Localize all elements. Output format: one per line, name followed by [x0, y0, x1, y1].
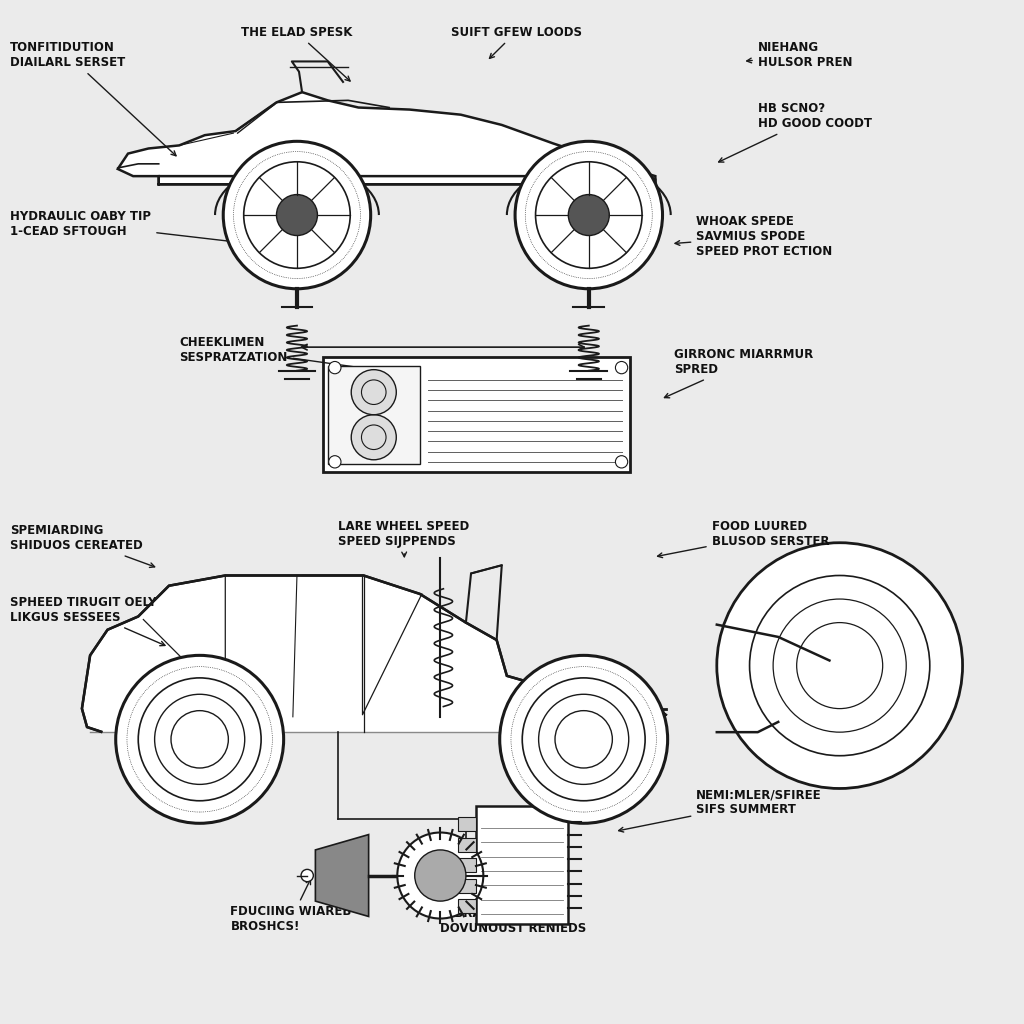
- Circle shape: [116, 655, 284, 823]
- Circle shape: [397, 833, 483, 919]
- Circle shape: [500, 655, 668, 823]
- Bar: [458, 899, 476, 913]
- Text: TONFITIDUTION
DIAILARL SERSET: TONFITIDUTION DIAILARL SERSET: [10, 41, 176, 156]
- Text: NEMI:MLER/SFIREE
SIFS SUMMERT: NEMI:MLER/SFIREE SIFS SUMMERT: [618, 788, 822, 833]
- Bar: [328, 366, 420, 464]
- Polygon shape: [315, 835, 369, 916]
- Text: SPEMIARDING
SHIDUOS CEREATED: SPEMIARDING SHIDUOS CEREATED: [10, 524, 155, 567]
- Bar: [458, 858, 476, 872]
- Polygon shape: [82, 575, 666, 732]
- Text: FOOD LUURED
BLUSOD SERSTER: FOOD LUURED BLUSOD SERSTER: [657, 520, 829, 558]
- Text: CHEEKLIMEN
SESPRATZATION: CHEEKLIMEN SESPRATZATION: [179, 336, 385, 373]
- FancyBboxPatch shape: [323, 357, 630, 472]
- Polygon shape: [118, 92, 655, 184]
- Bar: [458, 838, 476, 852]
- Circle shape: [415, 850, 466, 901]
- Circle shape: [351, 415, 396, 460]
- Bar: [458, 817, 476, 831]
- Text: SUIFT GFEW LOODS: SUIFT GFEW LOODS: [451, 26, 582, 58]
- Bar: [476, 807, 568, 924]
- Text: HIBRAILIC UNIT
DOVUNOUST RENIEDS: HIBRAILIC UNIT DOVUNOUST RENIEDS: [440, 877, 587, 935]
- Bar: [458, 879, 476, 893]
- Text: HB SCNO?
HD GOOD COODT: HB SCNO? HD GOOD COODT: [719, 102, 871, 162]
- Text: HYDRAULIC OABY TIP
1-CEAD SFTOUGH: HYDRAULIC OABY TIP 1-CEAD SFTOUGH: [10, 210, 247, 245]
- Circle shape: [351, 370, 396, 415]
- Circle shape: [329, 456, 341, 468]
- Circle shape: [717, 543, 963, 788]
- Circle shape: [615, 361, 628, 374]
- Text: WHOAK SPEDE
SAVMIUS SPODE
SPEED PROT ECTION: WHOAK SPEDE SAVMIUS SPODE SPEED PROT ECT…: [675, 215, 833, 258]
- Polygon shape: [159, 176, 655, 184]
- Circle shape: [515, 141, 663, 289]
- Text: THE ELAD SPESK: THE ELAD SPESK: [241, 26, 352, 81]
- Circle shape: [615, 456, 628, 468]
- Text: NIEHANG
HULSOR PREN: NIEHANG HULSOR PREN: [746, 41, 852, 69]
- Text: LARE WHEEL SPEED
SPEED SIJPPENDS: LARE WHEEL SPEED SPEED SIJPPENDS: [338, 520, 469, 557]
- Text: GIRRONC MIARRMUR
SPRED: GIRRONC MIARRMUR SPRED: [665, 348, 813, 397]
- Circle shape: [301, 869, 313, 882]
- Circle shape: [223, 141, 371, 289]
- Text: FDUCIING WIAREB
BROSHCS!: FDUCIING WIAREB BROSHCS!: [230, 880, 352, 933]
- Circle shape: [568, 195, 609, 236]
- Circle shape: [276, 195, 317, 236]
- Text: SPHEED TIRUGIT OELY
LIKGUS SESSEES: SPHEED TIRUGIT OELY LIKGUS SESSEES: [10, 596, 165, 646]
- Circle shape: [329, 361, 341, 374]
